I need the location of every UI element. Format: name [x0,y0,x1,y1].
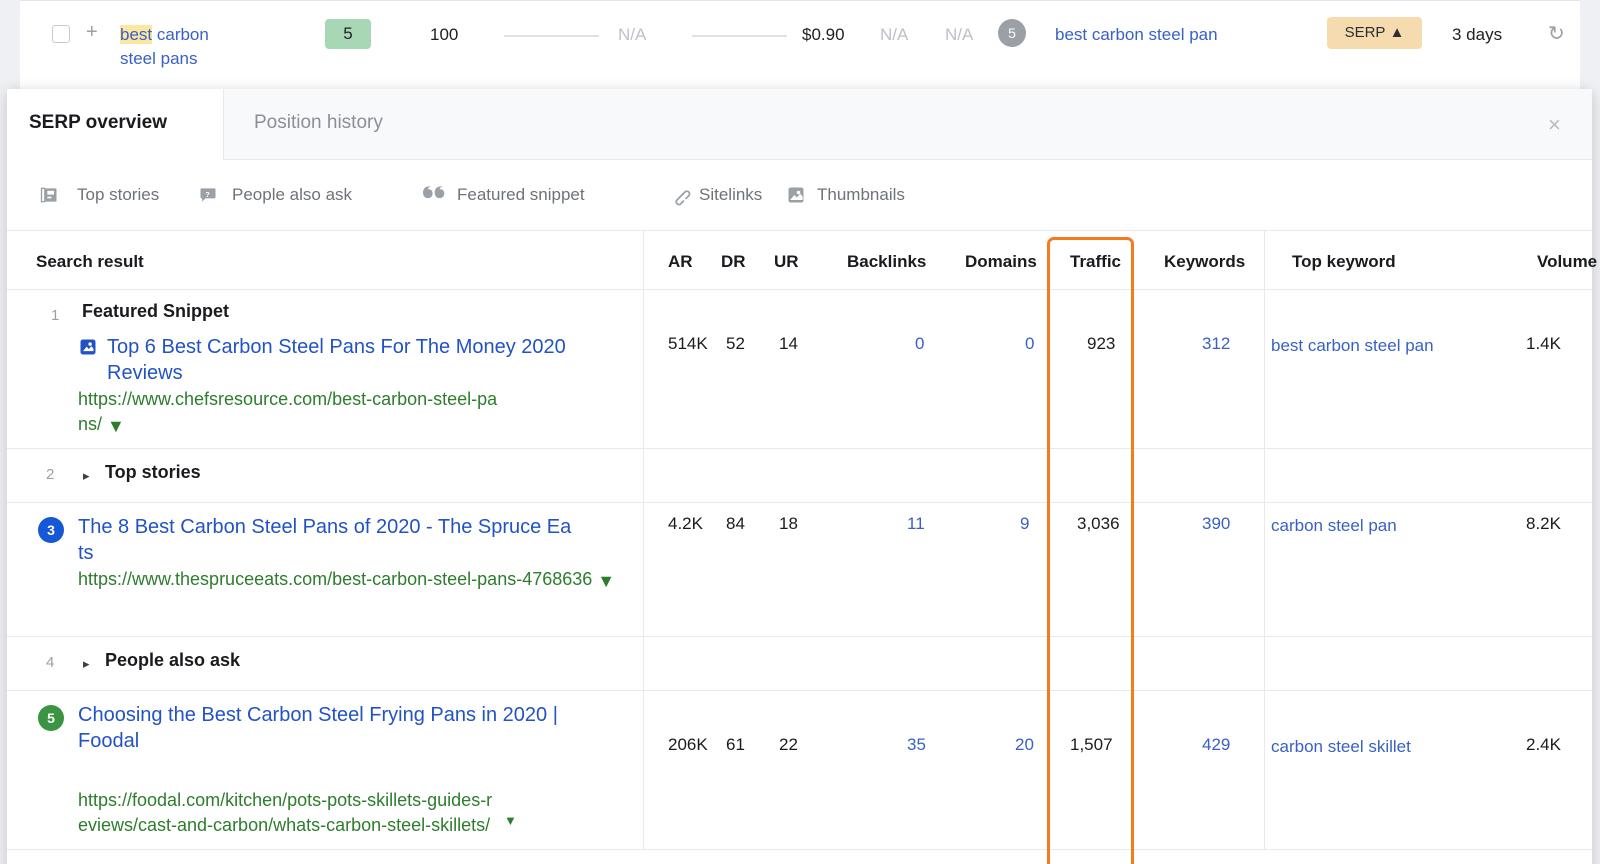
svg-text:?: ? [205,190,210,199]
